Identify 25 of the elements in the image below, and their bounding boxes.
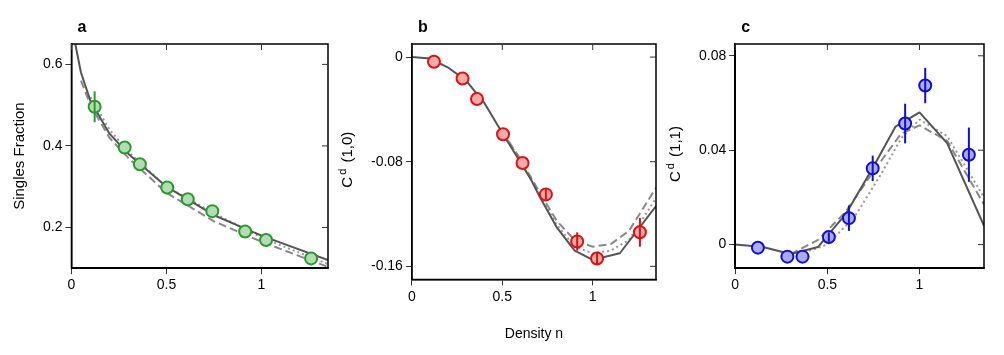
y-tick-label: -0.16 bbox=[370, 257, 404, 274]
x-tick-label: 1 bbox=[915, 276, 924, 293]
x-tick-label: 0 bbox=[731, 276, 740, 293]
y-axis-title: Cd (1,1) bbox=[664, 126, 683, 183]
x-tick-label: 1 bbox=[588, 287, 597, 304]
y-tick-label: 0.4 bbox=[42, 136, 63, 153]
y-tick-label: 0.2 bbox=[42, 218, 63, 235]
y-tick-label: 0.04 bbox=[699, 141, 727, 158]
x-tick-label: 0.5 bbox=[817, 276, 838, 293]
y-tick-label: 0 bbox=[718, 235, 727, 252]
chart-title: a bbox=[77, 18, 87, 35]
y-tick-label: 0.08 bbox=[699, 46, 727, 63]
chart-title: b bbox=[417, 18, 428, 35]
y-tick-label: 0 bbox=[395, 47, 404, 64]
x-tick-label: 1 bbox=[257, 276, 266, 293]
y-tick-label: 0.6 bbox=[42, 55, 63, 72]
y-axis-title: Cd (1,0) bbox=[336, 131, 355, 188]
x-tick-label: 0 bbox=[67, 276, 76, 293]
chart-title: c bbox=[741, 18, 751, 35]
x-axis-title: Density n bbox=[504, 325, 564, 342]
x-tick-label: 0.5 bbox=[492, 287, 513, 304]
y-axis-title: Singles Fraction bbox=[10, 102, 27, 210]
x-tick-label: 0 bbox=[408, 287, 417, 304]
x-tick-label: 0.5 bbox=[156, 276, 177, 293]
y-tick-label: -0.08 bbox=[370, 152, 404, 169]
